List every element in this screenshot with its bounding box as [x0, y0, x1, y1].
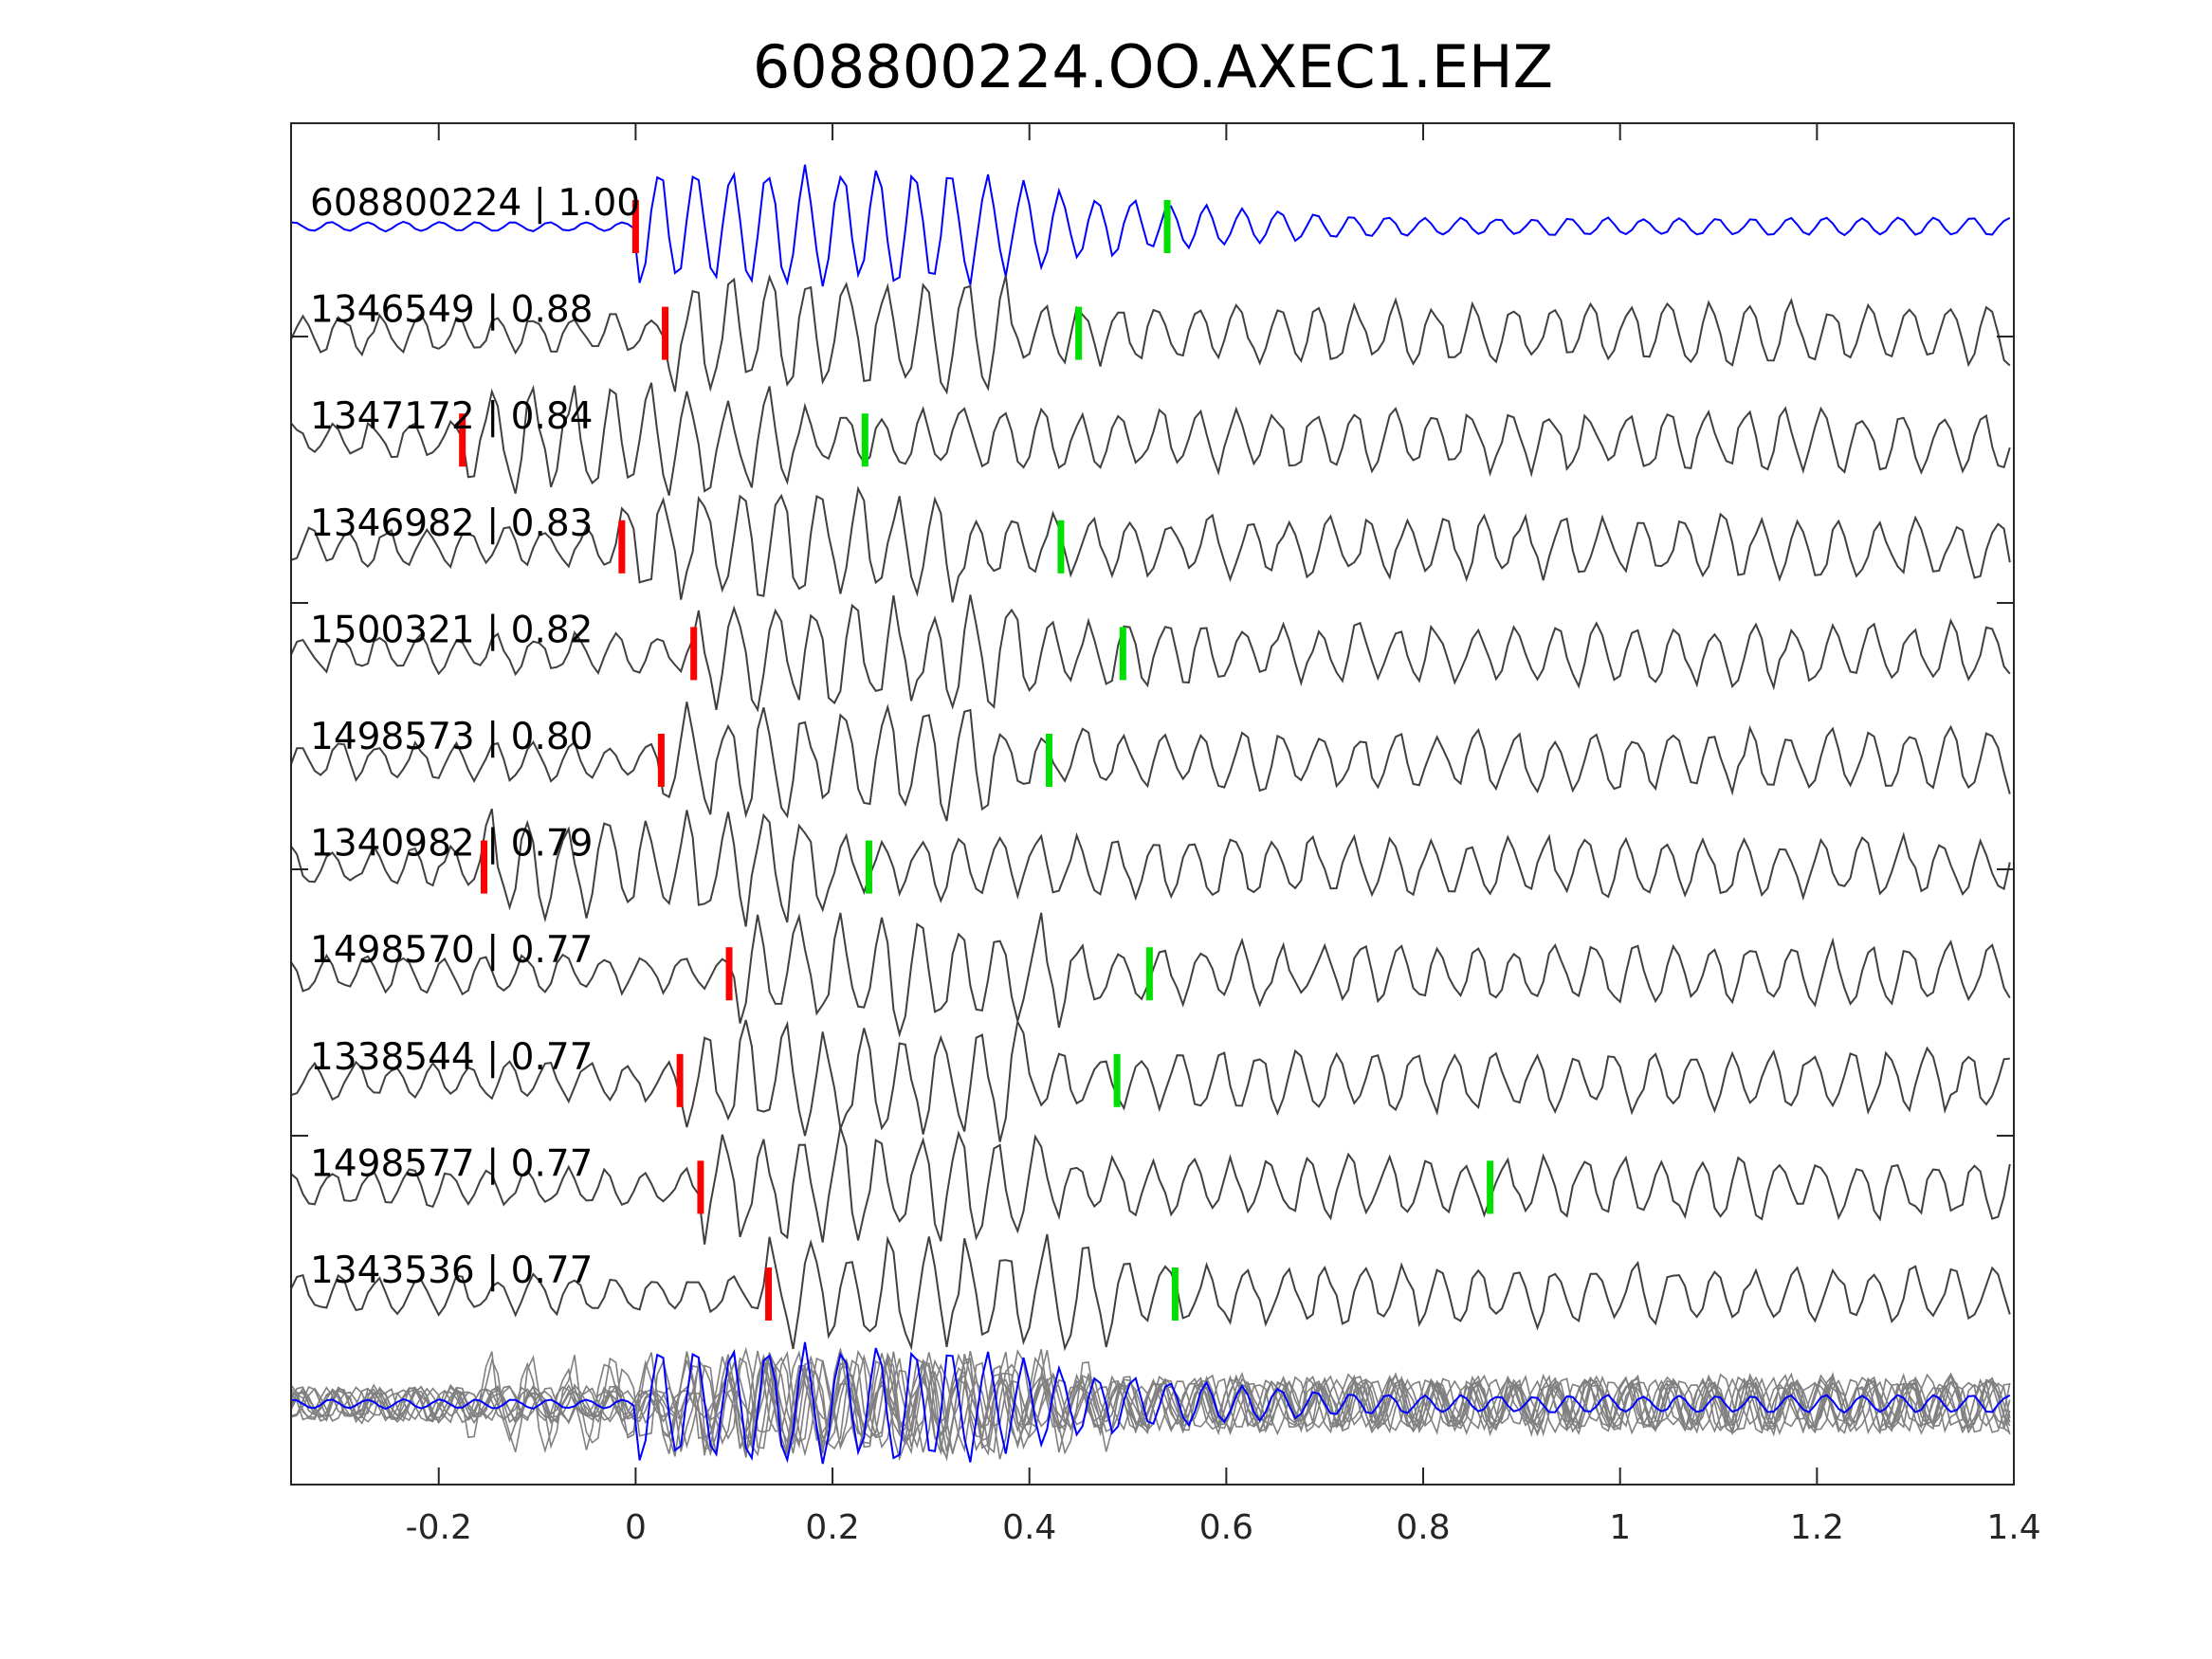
p-pick-marker — [676, 1053, 684, 1107]
s-pick-marker — [861, 413, 868, 467]
x-tick-label: 1.4 — [1986, 1508, 2040, 1547]
plot-frame — [290, 122, 2015, 1486]
trace-line — [290, 808, 2011, 927]
s-pick-marker — [1163, 200, 1171, 253]
s-pick-marker — [1487, 1160, 1494, 1214]
x-tick-label: 0 — [625, 1508, 647, 1547]
x-tick-label: 1 — [1609, 1508, 1631, 1547]
p-pick-marker — [618, 520, 626, 574]
trace-line — [290, 382, 2011, 496]
stack-template-line — [290, 1341, 2011, 1465]
x-tick-label: 0.8 — [1396, 1508, 1450, 1547]
s-pick-marker — [1171, 1267, 1179, 1321]
p-pick-marker — [481, 840, 488, 894]
p-pick-marker — [690, 627, 698, 681]
trace-line — [290, 1018, 2010, 1142]
trace-label: 1498577 | 0.77 — [310, 1142, 593, 1185]
trace-line — [290, 594, 2011, 713]
p-pick-marker — [657, 734, 665, 787]
trace-labels: 608800224 | 1.00 1346549 | 0.88 1347172 | … — [310, 182, 640, 1292]
s-pick-marker — [1119, 627, 1126, 681]
x-tick-label: -0.2 — [406, 1508, 472, 1547]
s-pick-marker — [1057, 520, 1065, 574]
plot-area — [291, 123, 2014, 1485]
trace-line — [290, 702, 2011, 822]
x-tick-label: 0.4 — [1002, 1508, 1056, 1547]
trace-label: 1338544 | 0.77 — [310, 1036, 593, 1079]
p-pick-marker — [725, 947, 733, 1001]
trace-line — [290, 1233, 2011, 1352]
trace-label: 1340982 | 0.79 — [310, 823, 593, 866]
p-pick-marker — [697, 1160, 704, 1214]
s-pick-marker — [865, 840, 872, 894]
trace-label: 608800224 | 1.00 — [310, 182, 640, 225]
trace-label: 1498573 | 0.80 — [310, 716, 593, 758]
p-pick-marker — [765, 1267, 773, 1321]
trace-label: 1347172 | 0.84 — [310, 395, 593, 438]
chart-title: 608800224.OO.AXEC1.EHZ — [753, 32, 1553, 101]
x-tick-label: 1.2 — [1790, 1508, 1844, 1547]
axes: -0.2 0 0.2 0.4 0.6 0.8 1 1.2 1.4 — [291, 123, 2041, 1547]
s-pick-marker — [1075, 306, 1083, 360]
trace-line — [290, 274, 2011, 395]
trace-label: 1343536 | 0.77 — [310, 1249, 593, 1292]
s-pick-marker — [1145, 947, 1153, 1001]
trace-label: 1346549 | 0.88 — [310, 289, 593, 332]
trace-label: 1498570 | 0.77 — [310, 929, 593, 972]
s-pick-marker — [1113, 1053, 1121, 1107]
s-pick-marker — [1045, 734, 1052, 787]
trace-line — [290, 485, 2011, 603]
x-tick-label: 0.2 — [805, 1508, 859, 1547]
picks — [459, 200, 1494, 1321]
waveforms — [290, 164, 2011, 1465]
stack-trace-line — [290, 1352, 2011, 1454]
p-pick-marker — [631, 200, 639, 253]
trace-label: 1346982 | 0.83 — [310, 502, 593, 545]
trace-line — [290, 1126, 2011, 1245]
p-pick-marker — [459, 413, 466, 467]
trace-label: 1500321 | 0.82 — [310, 609, 593, 651]
stack-trace-line — [290, 1349, 2011, 1462]
x-tick-label: 0.6 — [1199, 1508, 1253, 1547]
p-pick-marker — [662, 306, 669, 360]
trace-line — [290, 164, 2011, 287]
stack-trace-line — [290, 1350, 2011, 1455]
